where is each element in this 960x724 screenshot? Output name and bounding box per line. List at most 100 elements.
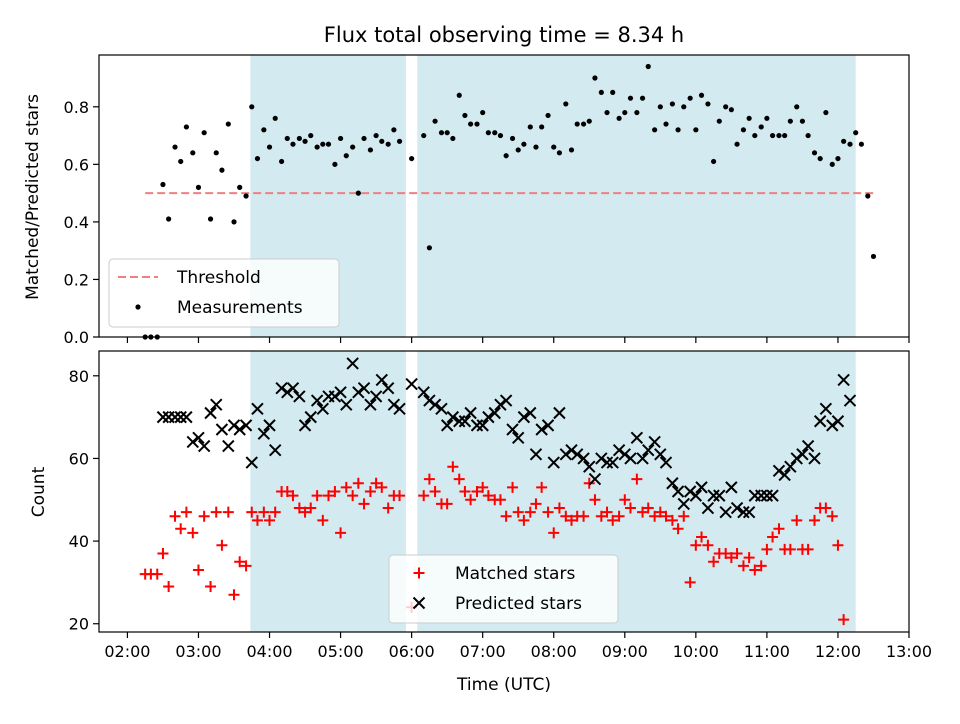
matched-star-point (507, 481, 519, 493)
matched-star-point (631, 473, 643, 485)
measurement-point (266, 144, 273, 150)
predicted-star-point (772, 464, 786, 478)
measurement-point (698, 92, 705, 98)
matched-star-point (264, 514, 276, 526)
predicted-star-point (506, 423, 519, 436)
measurement-point (350, 144, 356, 150)
predicted-star-point (263, 419, 276, 432)
matched-star-point (672, 523, 684, 535)
predicted-star-point (570, 448, 584, 461)
matched-star-point (311, 490, 323, 502)
measurement-point (740, 127, 747, 133)
measurement-point (539, 124, 545, 130)
measurement-point (598, 89, 604, 96)
matched-star-point (329, 486, 341, 497)
measurement-point (841, 138, 847, 144)
matched-star-point (784, 543, 796, 555)
matched-star-point (553, 502, 565, 514)
matched-star-point (418, 490, 430, 502)
measurement-point (551, 144, 557, 150)
measurement-point (627, 95, 634, 101)
predicted-star-point (541, 419, 555, 432)
matched-star-point (251, 514, 263, 526)
matched-star-point (767, 531, 779, 543)
predicted-star-point (275, 381, 288, 395)
matched-star-point (394, 490, 406, 502)
measurement-point (254, 155, 261, 162)
predicted-star-point (588, 472, 602, 486)
predicted-star-point (671, 485, 685, 498)
measurement-point (681, 104, 687, 110)
matched-star-point (382, 502, 394, 514)
matched-star-point (240, 560, 252, 572)
matched-star-point (578, 510, 590, 522)
predicted-star-point (529, 448, 543, 461)
matched-star-point (347, 490, 359, 502)
predicted-star-point (233, 423, 246, 436)
matched-star-point (809, 514, 820, 526)
predicted-star-point (281, 386, 294, 399)
predicted-star-point (446, 410, 460, 424)
legend-measurements-label: Measurements (177, 298, 303, 318)
predicted-star-point (547, 456, 560, 469)
measurement-point (290, 141, 296, 147)
matched-star-point (548, 527, 560, 539)
predicted-star-point (417, 386, 430, 399)
measurement-point (794, 104, 800, 110)
measurement-point (723, 104, 729, 110)
predicted-star-point (713, 489, 726, 502)
predicted-star-point (766, 489, 779, 502)
measurement-point (645, 63, 651, 70)
measurement-point (592, 75, 598, 81)
predicted-star-point (346, 357, 359, 370)
measurement-point (355, 190, 361, 196)
matched-star-point (595, 510, 607, 522)
measurement-point (332, 161, 338, 167)
legend-matched-label: Matched stars (455, 564, 575, 584)
measurement-point (858, 141, 864, 147)
matched-star-point (542, 506, 554, 518)
measurement-point (805, 132, 811, 139)
measurement-point (563, 101, 569, 107)
measurement-point (166, 216, 172, 222)
measurement-point (160, 181, 166, 188)
measurement-point (652, 127, 658, 133)
matched-star-point (749, 564, 761, 576)
measurement-point (314, 144, 320, 150)
matched-star-point (192, 564, 204, 576)
predicted-star-point (837, 373, 850, 387)
matched-star-point (269, 506, 281, 518)
matched-star-point (684, 576, 696, 588)
measurement-point (639, 95, 646, 101)
predicted-star-point (819, 402, 833, 416)
matched-star-point (459, 486, 471, 497)
matched-star-point (305, 502, 317, 514)
matched-star-point (228, 589, 240, 601)
measurement-point (521, 141, 527, 147)
matched-star-point (500, 510, 512, 522)
matched-star-point (340, 481, 352, 493)
measurement-point (556, 150, 563, 156)
predicted-star-point (440, 419, 454, 432)
matched-star-point (678, 510, 690, 522)
predicted-star-point (559, 448, 573, 461)
matched-star-point (702, 539, 714, 551)
measurement-point (829, 161, 835, 167)
top_panel-observing-window (417, 55, 856, 337)
matched-star-point (642, 502, 654, 514)
measurement-point (835, 155, 841, 162)
matched-star-point (317, 514, 329, 526)
measurement-point (734, 141, 740, 147)
measurement-point (746, 115, 752, 121)
matched-star-point (518, 514, 530, 526)
measurement-point (515, 147, 521, 153)
predicted-star-point (470, 419, 484, 432)
predicted-star-point (683, 485, 697, 498)
matched-star-point (654, 506, 666, 518)
measurement-point (527, 124, 533, 130)
measurement-point (421, 132, 427, 139)
measurement-point (823, 109, 829, 116)
matched-star-point (637, 506, 649, 518)
predicted-star-point (453, 415, 466, 428)
